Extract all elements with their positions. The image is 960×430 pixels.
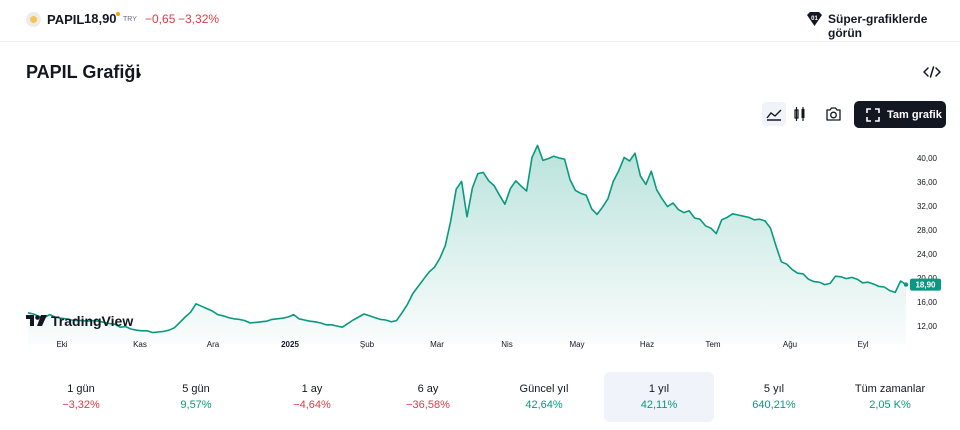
price-change: −0,65 [145,12,176,26]
area-chart-style-button[interactable] [762,102,786,126]
last-price-badge-text: 18,90 [915,281,936,290]
period-label: Tüm zamanlar [854,383,926,395]
period-return: 2,05 K% [869,399,911,411]
x-tick-label: Şub [360,340,375,349]
price-line [27,144,907,334]
top-bar: PAPIL 18,90 TRY −0,65 −3,32% 01 Süper-gr… [0,0,960,42]
price-change-percent: −3,32% [178,12,220,26]
period-label: 6 ay [417,383,439,395]
period-tab[interactable]: Güncel yıl 42,64% [489,372,599,422]
page-title[interactable]: PAPIL Grafiği [26,62,141,82]
period-return: 9,57% [180,399,212,411]
last-price: 18,90 [84,11,117,26]
period-tab[interactable]: 5 gün 9,57% [141,372,251,422]
camera-icon [825,107,841,121]
period-label: 1 gün [67,383,95,395]
x-tick-label: Ara [207,340,220,349]
tradingview-logo[interactable]: TradingView [26,313,133,329]
period-tab[interactable]: Tüm zamanlar 2,05 K% [835,372,945,422]
fullscreen-label: Tam grafik [887,108,942,121]
y-tick-label: 24,00 [917,250,938,259]
period-label: Güncel yıl [519,383,569,395]
period-return: −36,58% [406,399,450,411]
last-price-badge [910,278,941,291]
x-tick-label: Haz [640,340,654,349]
svg-text:01: 01 [811,16,818,22]
tradingview-wordmark: TradingView [51,313,134,329]
period-tab[interactable]: 1 yıl 42,11% [604,372,714,422]
fullscreen-icon [866,107,880,122]
market-status-dot-icon [116,12,120,16]
symbol-name[interactable]: PAPIL [47,12,85,27]
supercharts-link[interactable]: Süper-grafiklerde görün [828,12,928,40]
area-chart-icon [766,109,782,121]
period-return: 42,11% [640,399,678,411]
candles-icon [794,107,805,121]
y-tick-label: 28,00 [917,226,938,235]
x-tick-label: Kas [133,340,147,349]
period-label: 5 gün [182,383,210,395]
period-tab[interactable]: 1 gün −3,32% [26,372,136,422]
price-chart[interactable]: 40,00 36,00 32,00 28,00 24,00 20,00 16,00 12,00… [0,138,960,360]
symbol-logo-icon [26,12,41,27]
period-returns: 1 gün −3,32% 5 gün 9,57% 1 ay −4,64% 6 ay −36,5… [26,372,946,422]
period-return: 42,64% [525,399,563,411]
x-tick-label: Mar [430,340,444,349]
x-axis: Eki Kas Ara 2025 Şub Mar Nis May Haz Tem Ağu Eyl [56,340,868,349]
y-tick-label: 40,00 [917,154,938,163]
x-tick-label: Tem [705,340,720,349]
last-price-dot [903,282,909,287]
x-tick-label: 2025 [281,340,299,349]
period-tab[interactable]: 6 ay −36,58% [373,372,483,422]
last-price-label: 18,90 [903,278,941,291]
y-tick-label: 36,00 [917,178,938,187]
x-tick-label: Nis [501,340,513,349]
period-return: −3,32% [62,399,100,411]
candle-chart-style-button[interactable] [788,102,812,126]
fullscreen-chart-button[interactable]: Tam grafik [854,101,946,128]
x-tick-label: Eki [56,340,67,349]
period-tab[interactable]: 5 yıl 640,21% [719,372,829,422]
embed-code-icon[interactable] [923,64,941,80]
snapshot-button[interactable] [821,102,845,126]
supercharts-logo-icon[interactable]: 01 [806,11,823,27]
period-tab[interactable]: 1 ay −4,64% [257,372,367,422]
x-tick-label: May [569,340,584,349]
x-tick-label: Ağu [783,340,797,349]
y-tick-label: 32,00 [917,202,938,211]
title-chevron-icon[interactable]: › [136,64,142,83]
y-tick-label: 20,00 [917,274,938,283]
currency-label: TRY [123,16,137,23]
x-tick-label: Eyl [857,340,868,349]
period-label: 1 yıl [648,383,670,395]
period-return: 640,21% [752,399,796,411]
price-area-fill [28,145,906,344]
y-tick-label: 16,00 [917,298,938,307]
period-label: 5 yıl [763,383,785,395]
tradingview-logo-icon [26,315,47,326]
period-label: 1 ay [301,383,323,395]
y-tick-label: 12,00 [917,322,938,331]
y-axis: 40,00 36,00 32,00 28,00 24,00 20,00 16,00 12,00 [917,154,938,331]
period-return: −4,64% [293,399,331,411]
